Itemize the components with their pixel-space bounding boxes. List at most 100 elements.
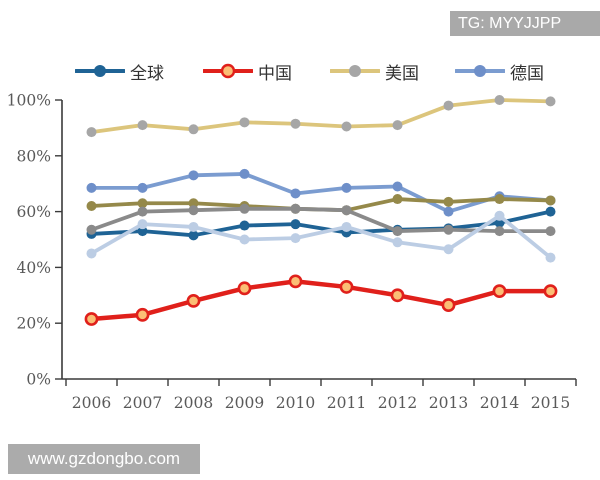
y-tick-label: 100% (7, 92, 51, 110)
series-marker-germany (86, 182, 97, 193)
series-marker-series7 (392, 237, 403, 248)
watermark: www.gzdongbo.com (8, 444, 200, 474)
x-tick-label: 2007 (123, 394, 162, 412)
series-marker-germany (392, 181, 403, 192)
series-marker-series7 (137, 219, 148, 230)
series-marker-us (443, 100, 454, 111)
x-tick-label: 2006 (72, 394, 111, 412)
y-tick-label: 80% (17, 147, 51, 165)
legend-label-global: 全球 (130, 63, 164, 84)
legend-item-us: 美国 (330, 58, 419, 84)
legend-marker (220, 63, 236, 79)
series-marker-us (188, 124, 199, 135)
legend-label-germany: 德国 (510, 63, 544, 84)
series-marker-series5 (392, 194, 403, 205)
series-marker-china (543, 284, 558, 299)
legend: 全球 中国 美国 德国 (0, 58, 600, 84)
series-marker-series6 (290, 203, 301, 214)
series-marker-china (237, 281, 252, 296)
series-marker-china (390, 288, 405, 303)
legend-swatch-us (330, 65, 380, 77)
series-marker-china (441, 298, 456, 312)
series-marker-series7 (188, 221, 199, 232)
legend-swatch-germany (455, 65, 505, 77)
series-marker-series6 (545, 226, 556, 237)
series-marker-global (239, 220, 250, 231)
series-marker-china (492, 284, 507, 299)
legend-label-us: 美国 (385, 63, 419, 84)
x-tick-label: 2010 (276, 394, 315, 412)
series-marker-series5 (188, 198, 199, 209)
series-marker-germany (137, 182, 148, 193)
series-marker-series6 (239, 203, 250, 214)
legend-item-china: 中国 (203, 58, 292, 84)
series-marker-germany (443, 206, 454, 217)
series-marker-series7 (341, 221, 352, 232)
series-line-china (89, 279, 553, 322)
series-marker-us (86, 127, 97, 138)
y-tick-label: 0% (26, 371, 51, 389)
series-marker-series7 (239, 234, 250, 245)
legend-marker (474, 65, 486, 77)
series-marker-series5 (494, 194, 505, 205)
series-marker-series7 (494, 210, 505, 221)
series-marker-series5 (137, 198, 148, 209)
series-marker-series5 (86, 201, 97, 212)
legend-marker (349, 65, 361, 77)
series-marker-series6 (443, 224, 454, 235)
x-tick-label: 2015 (531, 394, 570, 412)
series-marker-series6 (494, 226, 505, 237)
series-marker-global (545, 206, 556, 217)
series-marker-china (135, 307, 150, 322)
series-line-us (89, 98, 553, 134)
series-marker-china (339, 280, 354, 294)
series-marker-series6 (392, 226, 403, 237)
series-marker-us (392, 120, 403, 131)
x-tick-label: 2012 (378, 394, 417, 412)
series-marker-series7 (545, 252, 556, 263)
series-marker-series6 (188, 205, 199, 216)
y-tick-label: 60% (17, 203, 51, 221)
series-marker-us (137, 120, 148, 131)
series-marker-series7 (443, 244, 454, 255)
series-marker-us (239, 117, 250, 128)
series-marker-us (341, 121, 352, 132)
x-tick-label: 2013 (429, 394, 468, 412)
series-marker-china (84, 312, 99, 326)
series-marker-us (494, 95, 505, 105)
legend-marker (94, 65, 106, 77)
series-line-germany (89, 172, 553, 214)
legend-item-germany: 德国 (455, 58, 544, 84)
series-marker-series5 (443, 196, 454, 207)
x-tick-label: 2008 (174, 394, 213, 412)
series-marker-series7 (86, 248, 97, 259)
legend-swatch-china (203, 63, 253, 79)
series-marker-global (137, 226, 148, 237)
series-marker-china (288, 274, 303, 289)
series-marker-series7 (290, 233, 301, 244)
series-marker-global (188, 230, 199, 241)
series-line-series7 (89, 213, 553, 260)
series-marker-global (290, 219, 301, 230)
series-marker-germany (239, 168, 250, 179)
x-tick-label: 2011 (327, 394, 366, 412)
legend-swatch-global (75, 65, 125, 77)
series-line-global (89, 209, 553, 238)
series-marker-series6 (341, 205, 352, 216)
tg-badge: TG: MYYJJPP (450, 11, 600, 36)
x-tick-label: 2014 (480, 394, 520, 412)
y-tick-label: 40% (17, 259, 51, 277)
x-tick-label: 2009 (225, 394, 264, 412)
series-marker-germany (290, 188, 301, 199)
series-marker-us (545, 96, 556, 107)
series-marker-china (186, 293, 201, 308)
series-marker-series6 (86, 224, 97, 235)
y-tick-label: 20% (17, 315, 51, 333)
series-marker-germany (188, 170, 199, 181)
series-marker-series5 (545, 195, 556, 206)
series-marker-us (290, 118, 301, 129)
legend-item-global: 全球 (75, 58, 164, 84)
series-marker-series6 (137, 206, 148, 217)
